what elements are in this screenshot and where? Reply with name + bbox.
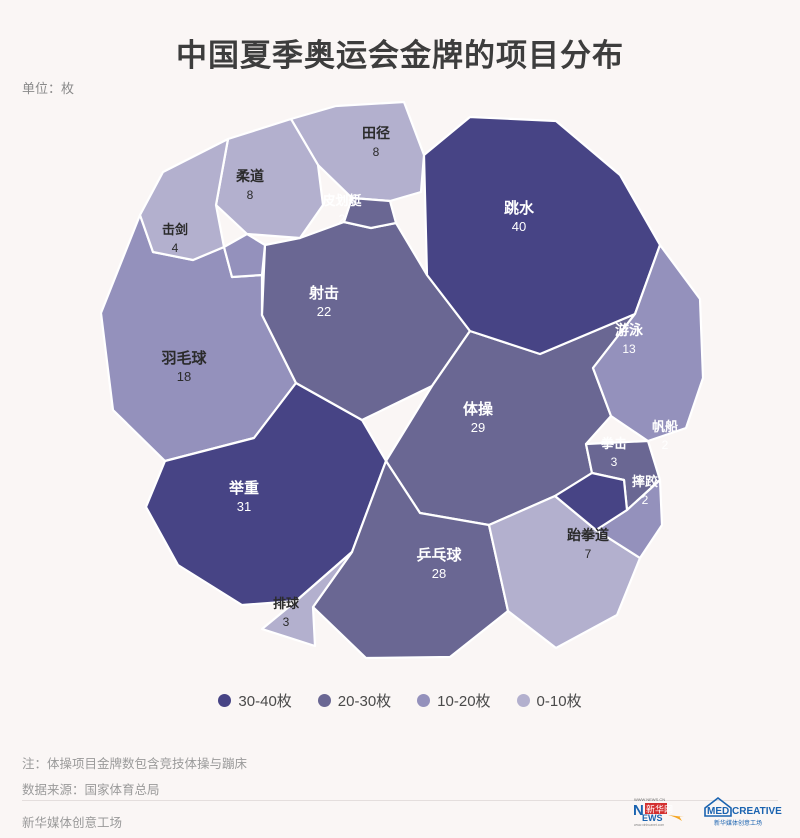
treemap-cell-田径[interactable]: [289, 100, 426, 203]
xinhua-swoosh-icon: [668, 815, 684, 821]
xinhua-news-logo: WWW.NEWS.CN N 新华网 EWS www.xinhuanet.com: [633, 797, 684, 827]
legend-item[interactable]: 20-30枚: [317, 690, 392, 711]
xinhua-url-top: WWW.NEWS.CN: [634, 797, 665, 802]
treemap-cells: [99, 100, 705, 660]
med-wordmark: MED CREATIVE: [707, 806, 782, 817]
legend-label: 10-20枚: [437, 693, 491, 710]
xinhua-ews-text: EWS: [642, 813, 663, 823]
treemap-cell-皮划艇[interactable]: [342, 196, 398, 230]
med-creative-logo: MED CREATIVE 新华媒体创意工场: [704, 796, 782, 827]
xinhua-n-glyph: N: [633, 802, 644, 819]
xinhua-cn-box: [645, 803, 667, 814]
med-subtitle: 新华媒体创意工场: [714, 819, 762, 827]
legend-label: 0-10枚: [536, 693, 582, 710]
unit-label: 单位：枚: [22, 81, 75, 96]
xinhua-url-bottom: www.xinhuanet.com: [634, 823, 664, 827]
legend-swatch-icon: [317, 694, 331, 707]
legend-swatch-icon: [218, 694, 232, 707]
legend-label: 20-30枚: [337, 693, 392, 710]
voronoi-treemap-chart: 跳水40举重31体操29乒乓球28射击22羽毛球18游泳13田径8柔道8跆拳道7…: [99, 100, 705, 660]
legend-swatch-icon: [516, 694, 530, 707]
source-text: 数据来源：国家体育总局: [22, 783, 160, 797]
cell-value-label: 2: [662, 438, 669, 452]
treemap-cell-unlabeled[interactable]: [222, 232, 267, 279]
treemap-cell-柔道[interactable]: [214, 117, 325, 240]
legend-swatch-icon: [417, 694, 431, 707]
logo-group: WWW.NEWS.CN N 新华网 EWS www.xinhuanet.com …: [632, 794, 782, 828]
legend-label: 30-40枚: [238, 693, 292, 710]
page-title: 中国夏季奥运会金牌的项目分布: [176, 38, 624, 73]
footer-divider: [22, 800, 778, 801]
med-house-icon: [704, 796, 732, 817]
legend-item[interactable]: 0-10枚: [516, 690, 582, 711]
legend-item[interactable]: 30-40枚: [218, 690, 292, 711]
notes-block: 注：体操项目金牌数包含竞技体操与蹦床 数据来源：国家体育总局: [22, 757, 247, 809]
legend-item[interactable]: 10-20枚: [417, 690, 491, 711]
xinhua-cn-text: 新华网: [646, 804, 673, 815]
treemap-cell-游泳[interactable]: [591, 243, 705, 443]
treemap-cell-排球[interactable]: [260, 550, 354, 648]
footer-text: 新华媒体创意工场: [22, 816, 123, 830]
treemap-cell-击剑[interactable]: [138, 137, 230, 262]
treemap-cell-跳水[interactable]: [422, 115, 662, 356]
treemap-cell-拳击[interactable]: [553, 471, 629, 532]
note-text: 注：体操项目金牌数包含竞技体操与蹦床: [22, 757, 248, 771]
chart-legend: 30-40枚 20-30枚 10-20枚 0-10枚: [0, 690, 800, 711]
